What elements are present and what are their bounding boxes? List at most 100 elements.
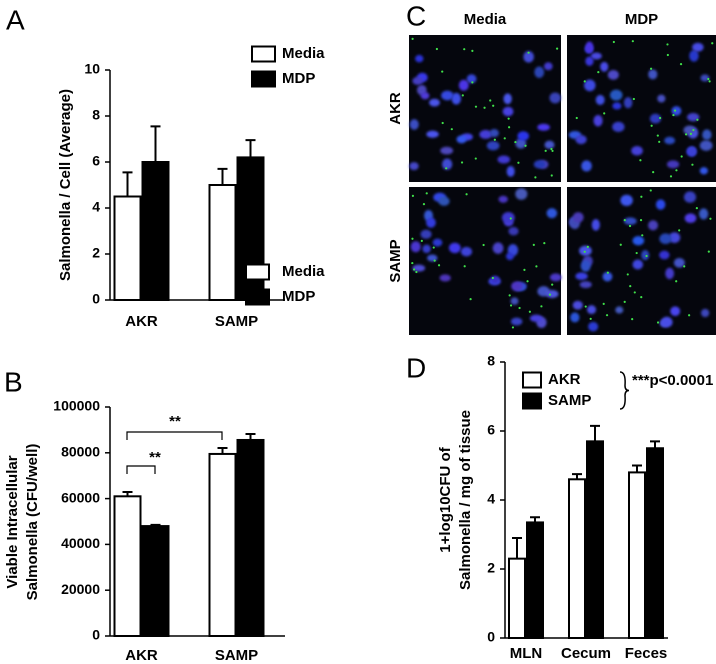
bacterium [689, 132, 693, 135]
nucleus [412, 76, 424, 85]
bacterium [411, 237, 414, 240]
nucleus [506, 165, 515, 177]
nucleus [683, 125, 696, 135]
nucleus [579, 281, 592, 289]
bacterium [483, 106, 486, 109]
bacterium [680, 155, 683, 158]
nucleus [590, 52, 602, 60]
bacterium [673, 109, 677, 112]
bacterium [441, 70, 444, 73]
x-tick-label: Cecum [561, 645, 611, 662]
error-bar [217, 167, 228, 185]
bacterium [583, 80, 586, 83]
bacterium [575, 116, 578, 120]
bacterium [678, 229, 681, 232]
nucleus [602, 271, 613, 282]
nucleus [612, 102, 622, 110]
bacterium [461, 94, 464, 97]
y-tick-label: 4 [92, 199, 100, 215]
bacterium [656, 321, 660, 324]
bacterium [482, 243, 485, 247]
bacterium [540, 305, 543, 308]
bacterium [435, 47, 438, 51]
bacterium [492, 104, 495, 107]
bacterium [508, 294, 511, 297]
legend-swatch [522, 371, 542, 389]
bacterium [711, 42, 714, 45]
bar [236, 438, 265, 638]
nucleus [612, 121, 625, 132]
x-tick-label: Feces [625, 645, 668, 662]
nucleus [632, 235, 645, 246]
nucleus [580, 260, 591, 272]
nucleus [549, 273, 562, 282]
y-axis-label: Salmonella (CFU/well) [24, 444, 41, 601]
panel-letter: C [406, 0, 426, 31]
bacterium [708, 80, 711, 83]
bacterium [584, 305, 587, 308]
legend-label: MDP [282, 70, 315, 87]
y-tick-label: 0 [92, 627, 100, 643]
nucleus [579, 245, 592, 256]
bacterium [527, 51, 530, 54]
bacterium [602, 302, 605, 305]
bacterium [415, 270, 418, 274]
nucleus [543, 62, 553, 71]
bacterium [652, 170, 655, 174]
bacterium [666, 53, 669, 57]
bacterium [532, 243, 535, 246]
nucleus [426, 130, 439, 138]
y-tick-label: 80000 [61, 444, 100, 460]
bacterium [633, 291, 636, 294]
nucleus [549, 92, 561, 104]
bacterium [623, 219, 626, 222]
bacterium [489, 99, 492, 102]
nucleus [575, 272, 588, 281]
bacterium [649, 189, 652, 192]
bacterium [507, 117, 510, 120]
bacterium [619, 243, 622, 246]
nucleus [600, 61, 609, 72]
nucleus [448, 242, 461, 254]
nucleus [699, 167, 709, 175]
bacterium [535, 265, 538, 268]
error-bar [217, 446, 228, 454]
nucleus [515, 138, 527, 149]
bacterium [691, 163, 694, 166]
bar [141, 525, 170, 638]
nucleus [458, 79, 469, 91]
error-bar [245, 139, 256, 158]
nucleus [489, 129, 499, 138]
bacterium [474, 157, 477, 160]
bacterium [626, 273, 629, 276]
bacterium [709, 217, 712, 220]
nucleus [631, 145, 643, 156]
bacterium [550, 174, 553, 177]
bacterium [491, 276, 494, 280]
nucleus [570, 312, 580, 323]
bacterium [639, 219, 643, 222]
bacterium [411, 37, 414, 40]
bacterium [672, 113, 675, 117]
significance-bracket [126, 431, 223, 440]
nucleus [591, 219, 600, 231]
bacterium [586, 245, 589, 248]
nucleus [533, 160, 546, 169]
nucleus [649, 113, 662, 124]
bacterium [631, 40, 634, 43]
nucleus [585, 56, 594, 66]
y-tick-label: 40000 [61, 535, 100, 551]
bacterium [695, 207, 698, 210]
bar [208, 184, 237, 301]
error-bar [590, 424, 600, 442]
bacterium [597, 71, 600, 74]
bar [586, 440, 604, 639]
nucleus [702, 129, 712, 140]
y-tick-label: 2 [487, 560, 495, 576]
legend-swatch [251, 70, 276, 88]
column-label: MDP [625, 11, 658, 28]
nucleus [572, 300, 583, 310]
nucleus [593, 114, 603, 127]
error-bar [150, 125, 161, 162]
